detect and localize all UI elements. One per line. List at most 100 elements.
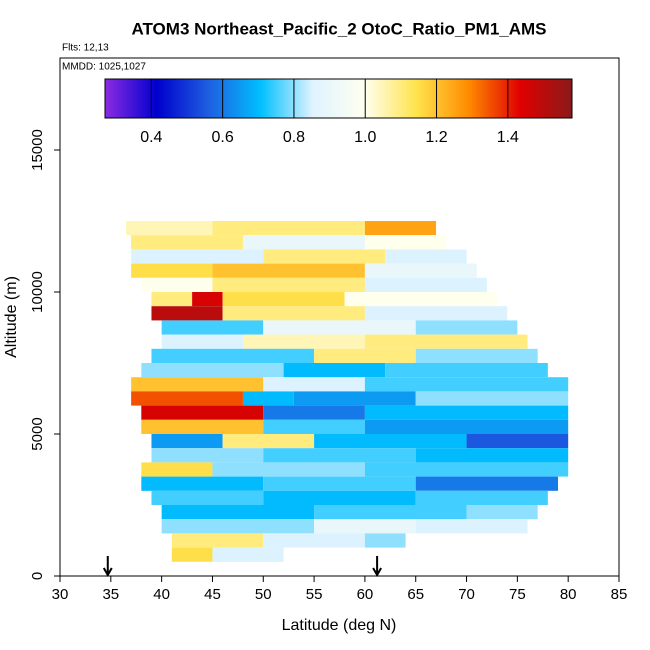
cell xyxy=(263,533,365,548)
cell xyxy=(141,405,264,420)
cell xyxy=(151,448,264,463)
x-axis-label: Latitude (deg N) xyxy=(282,617,397,634)
x-tick-label: 50 xyxy=(255,586,272,603)
y-tick-label: 10000 xyxy=(29,271,46,313)
cell xyxy=(212,263,365,278)
cell xyxy=(364,235,447,250)
cell xyxy=(314,348,416,364)
cell xyxy=(263,249,386,264)
cell xyxy=(151,434,223,449)
cell xyxy=(192,292,223,307)
x-tick-label: 35 xyxy=(102,586,119,603)
cell xyxy=(212,221,365,236)
cell xyxy=(212,277,365,293)
cell xyxy=(263,377,365,392)
cell xyxy=(364,277,487,293)
cell xyxy=(263,419,365,435)
cell xyxy=(161,505,315,520)
cell xyxy=(263,320,416,335)
x-tick-label: 85 xyxy=(611,586,628,603)
x-tick-label: 55 xyxy=(306,586,323,603)
cell xyxy=(364,419,569,435)
cell xyxy=(141,462,213,477)
cell xyxy=(385,249,467,264)
cell xyxy=(161,519,315,534)
cell xyxy=(222,434,315,449)
cell xyxy=(126,221,213,236)
plot-frame xyxy=(59,57,620,577)
x-tick-label: 70 xyxy=(458,586,475,603)
cell xyxy=(314,505,467,520)
cell xyxy=(364,263,477,278)
y-tick-label: 0 xyxy=(29,572,46,580)
cell xyxy=(283,363,386,378)
x-tick-label: 75 xyxy=(509,586,526,603)
x-tick-label: 45 xyxy=(204,586,221,603)
colorbar-tick-label: 1.0 xyxy=(354,129,376,146)
cell xyxy=(222,292,345,307)
cell xyxy=(293,391,416,406)
cell xyxy=(466,505,538,520)
cell xyxy=(141,419,264,435)
cell xyxy=(364,221,437,236)
x-tick-label: 60 xyxy=(357,586,374,603)
cell xyxy=(151,306,223,321)
cell xyxy=(242,334,365,349)
cell xyxy=(415,348,538,364)
cell xyxy=(364,306,508,321)
x-tick-label: 65 xyxy=(407,586,424,603)
cell xyxy=(212,547,284,562)
cell xyxy=(263,490,416,506)
cell xyxy=(314,434,467,449)
y-axis-label: Altitude (m) xyxy=(3,276,20,358)
cell xyxy=(161,320,264,335)
cell xyxy=(131,249,264,264)
colorbar-tick-label: 1.4 xyxy=(497,129,519,146)
cell xyxy=(364,462,569,477)
cell xyxy=(364,334,528,349)
x-tick-label: 40 xyxy=(153,586,170,603)
cell xyxy=(415,490,548,506)
cell xyxy=(151,292,193,307)
cell xyxy=(415,391,569,406)
cell xyxy=(141,363,284,378)
cell xyxy=(151,348,315,364)
cell xyxy=(263,448,416,463)
cell xyxy=(141,476,264,491)
colorbar-tick-label: 1.2 xyxy=(425,129,447,146)
cell xyxy=(131,235,243,250)
cell xyxy=(415,320,518,335)
colorbar-tick-label: 0.8 xyxy=(283,129,305,146)
cell xyxy=(151,490,264,506)
cell xyxy=(364,405,569,420)
cell xyxy=(131,391,243,406)
cell xyxy=(364,377,569,392)
x-tick-label: 80 xyxy=(560,586,577,603)
cell xyxy=(222,306,365,321)
flights-note: Flts: 12,13 xyxy=(62,43,109,54)
arrow xyxy=(372,556,382,578)
cell xyxy=(212,462,365,477)
cell xyxy=(415,448,569,463)
cell xyxy=(385,363,548,378)
cell xyxy=(161,334,243,349)
arrow xyxy=(102,556,113,578)
colorbar-tick-label: 0.4 xyxy=(140,129,162,146)
cell xyxy=(242,391,294,406)
dates-note: MMDD: 1025,1027 xyxy=(62,62,146,73)
cell xyxy=(171,533,264,548)
cell xyxy=(131,377,264,392)
cell xyxy=(242,235,365,250)
cell xyxy=(131,263,213,278)
colorbar xyxy=(104,78,573,119)
y-tick-label: 5000 xyxy=(29,417,46,450)
cell xyxy=(415,476,559,491)
cell xyxy=(364,533,406,548)
cell xyxy=(314,519,416,534)
cell xyxy=(141,277,213,293)
cell xyxy=(263,405,365,420)
cell xyxy=(263,476,416,491)
cell xyxy=(344,292,498,307)
colorbar-tick-label: 0.6 xyxy=(212,129,234,146)
